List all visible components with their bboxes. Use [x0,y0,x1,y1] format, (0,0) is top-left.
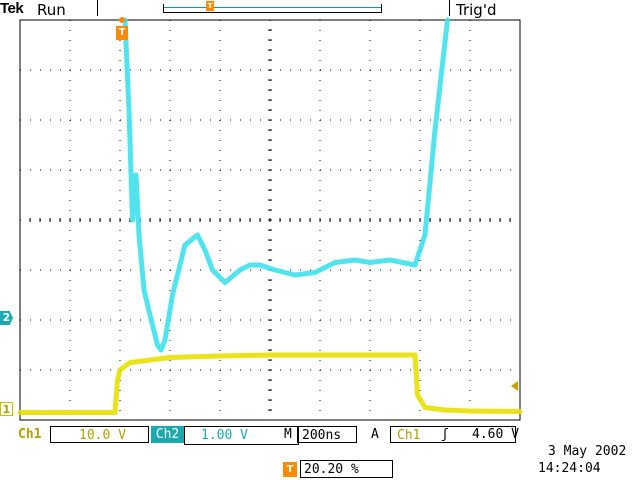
ch2-trace [122,17,450,353]
time-display: 14:24:04 [538,461,601,476]
rising-edge-icon: ʃ [441,427,449,442]
ch1-trace [17,352,523,415]
acquisition-state: Run [37,1,66,19]
waveform-traces [17,17,523,415]
trigger-position-dot [119,17,125,23]
waveform-display[interactable] [0,0,640,430]
ch2-ground-marker[interactable]: 2 [0,311,13,325]
status-header: Tek Run T Trig'd [0,0,640,20]
ch1-label[interactable]: Ch1 [18,427,42,442]
header-divider [449,0,450,16]
header-divider [97,0,98,16]
trigger-level-marker[interactable] [511,381,518,391]
record-track [164,7,381,8]
trigger-position-icon: T [206,1,214,11]
graticule [19,19,521,421]
trigger-source[interactable]: Ch1 [390,426,516,443]
trigger-position-icon: T [283,462,297,477]
date-display: 3 May 2002 [548,444,627,459]
ch1-scale[interactable]: 10.0 V [50,426,149,443]
trigger-level[interactable]: 4.60 V [472,427,519,442]
trigger-status: Trig'd [456,1,497,19]
ch1-ground-marker[interactable]: 1 [0,402,13,416]
record-view-bar: T [163,1,382,13]
trigger-position-value[interactable]: 20.20 % [300,460,393,478]
brand-logo: Tek [0,0,24,17]
timebase-label: M [284,427,292,442]
ch2-label[interactable]: Ch2 [151,426,184,443]
trigger-mode-label: A [371,427,379,442]
trigger-position-marker[interactable]: T [116,26,128,40]
timebase-scale[interactable]: 200ns [297,426,357,443]
ch2-scale[interactable]: 1.00 V [184,426,299,445]
settings-readout: Ch1 10.0 V Ch2 1.00 V M 200ns A Ch1 ʃ 4.… [0,426,640,445]
